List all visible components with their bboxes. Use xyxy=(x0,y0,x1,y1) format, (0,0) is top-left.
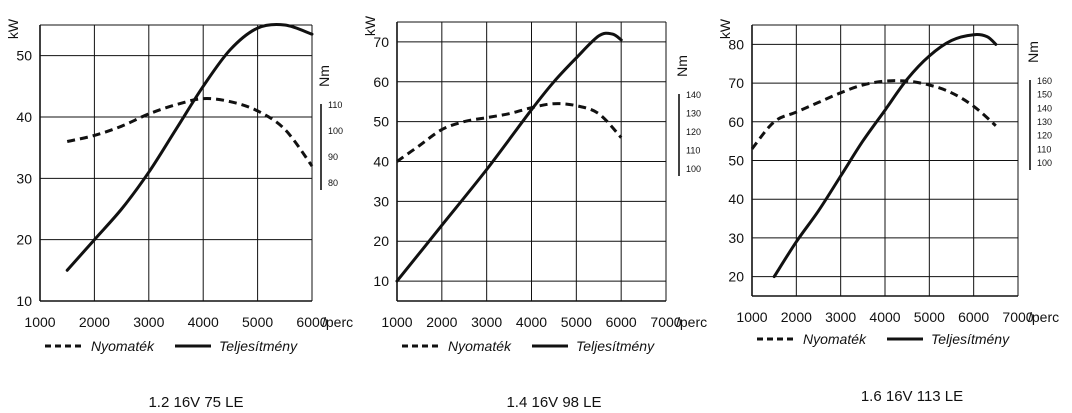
y-tick-label: 70 xyxy=(728,75,744,91)
x-unit-label: /perc xyxy=(1028,309,1059,325)
y-tick-label: 60 xyxy=(728,114,744,130)
y-tick-label: 20 xyxy=(728,269,744,285)
nm-tick-label: 110 xyxy=(328,100,342,110)
x-tick-label: 3000 xyxy=(133,314,164,330)
nm-unit-label: Nm xyxy=(1025,41,1041,63)
legend-label-power: Teljesítmény xyxy=(576,338,655,354)
torque-curve xyxy=(66,97,314,167)
y-unit-label: kW xyxy=(5,18,21,39)
power-curve xyxy=(65,22,314,272)
legend-label-torque: Nyomaték xyxy=(448,338,512,354)
nm-tick-label: 150 xyxy=(1037,90,1052,100)
y-tick-label: 70 xyxy=(373,34,389,50)
nm-tick-label: 130 xyxy=(1037,117,1052,127)
x-tick-label: 4000 xyxy=(516,314,547,330)
legend-label-power: Teljesítmény xyxy=(219,338,298,354)
x-tick-label: 1000 xyxy=(381,314,412,330)
nm-unit-label: Nm xyxy=(316,65,332,87)
y-tick-label: 80 xyxy=(728,36,744,52)
power-curve xyxy=(395,31,623,283)
nm-tick-label: 110 xyxy=(686,146,700,156)
nm-tick-label: 140 xyxy=(1037,103,1052,113)
nm-tick-label: 90 xyxy=(328,152,338,162)
y-tick-label: 40 xyxy=(728,191,744,207)
y-tick-label: 40 xyxy=(16,109,32,125)
y-tick-label: 30 xyxy=(373,193,389,209)
y-tick-label: 20 xyxy=(16,232,32,248)
nm-tick-label: 100 xyxy=(328,126,343,136)
x-unit-label: /perc xyxy=(676,314,707,330)
panel-caption: 1.4 16V 98 LE xyxy=(506,394,601,411)
y-unit-label: kW xyxy=(362,15,378,36)
y-tick-label: 10 xyxy=(373,273,389,289)
nm-tick-label: 80 xyxy=(328,178,338,188)
nm-tick-label: 100 xyxy=(1037,158,1052,168)
x-tick-label: 5000 xyxy=(561,314,592,330)
power-curve xyxy=(772,32,998,279)
nm-unit-label: Nm xyxy=(674,55,690,77)
x-tick-label: 6000 xyxy=(606,314,637,330)
x-tick-label: 1000 xyxy=(24,314,55,330)
x-tick-label: 2000 xyxy=(426,314,457,330)
x-tick-label: 5000 xyxy=(914,309,945,325)
panel-caption: 1.2 16V 75 LE xyxy=(148,394,243,411)
y-tick-label: 60 xyxy=(373,74,389,90)
y-tick-label: 20 xyxy=(373,233,389,249)
x-tick-label: 5000 xyxy=(242,314,273,330)
x-tick-label: 4000 xyxy=(869,309,900,325)
x-tick-label: 2000 xyxy=(79,314,110,330)
legend-label-torque: Nyomaték xyxy=(91,338,155,354)
legend: Nyomaték Teljesítmény xyxy=(757,331,1010,347)
legend: Nyomaték Teljesítmény xyxy=(402,338,655,354)
torque-curve xyxy=(396,102,623,163)
nm-tick-label: 140 xyxy=(686,90,701,100)
x-tick-label: 2000 xyxy=(781,309,812,325)
x-tick-label: 1000 xyxy=(736,309,767,325)
x-tick-label: 4000 xyxy=(188,314,219,330)
y-unit-label: kW xyxy=(717,18,733,39)
legend-label-power: Teljesítmény xyxy=(931,331,1010,347)
x-unit-label: /perc xyxy=(322,314,353,330)
nm-tick-label: 100 xyxy=(686,164,701,174)
y-tick-label: 30 xyxy=(16,170,32,186)
legend-label-torque: Nyomaték xyxy=(803,331,867,347)
panel-caption: 1.6 16V 113 LE xyxy=(861,388,963,405)
y-tick-label: 30 xyxy=(728,230,744,246)
x-tick-label: 6000 xyxy=(958,309,989,325)
x-tick-label: 7000 xyxy=(1002,309,1033,325)
x-tick-label: 3000 xyxy=(471,314,502,330)
y-tick-label: 40 xyxy=(373,154,389,170)
x-tick-label: 3000 xyxy=(825,309,856,325)
nm-tick-label: 120 xyxy=(686,127,701,137)
nm-tick-label: 120 xyxy=(1037,131,1052,141)
torque-curve xyxy=(750,79,997,150)
y-tick-label: 50 xyxy=(728,153,744,169)
nm-tick-label: 110 xyxy=(1037,144,1051,154)
y-tick-label: 50 xyxy=(16,48,32,64)
chart-panel-1: 10 20 30 40 50 kW 1000 2000 3000 4000 5000 6000/per… xyxy=(5,18,353,411)
y-tick-label: 50 xyxy=(373,114,389,130)
y-tick-label: 10 xyxy=(16,293,32,309)
x-tick-label: 6000 xyxy=(296,314,327,330)
x-tick-label: 7000 xyxy=(650,314,681,330)
legend: Nyomaték Teljesítmény xyxy=(45,338,298,354)
nm-tick-label: 130 xyxy=(686,109,701,119)
nm-tick-label: 160 xyxy=(1037,76,1052,86)
